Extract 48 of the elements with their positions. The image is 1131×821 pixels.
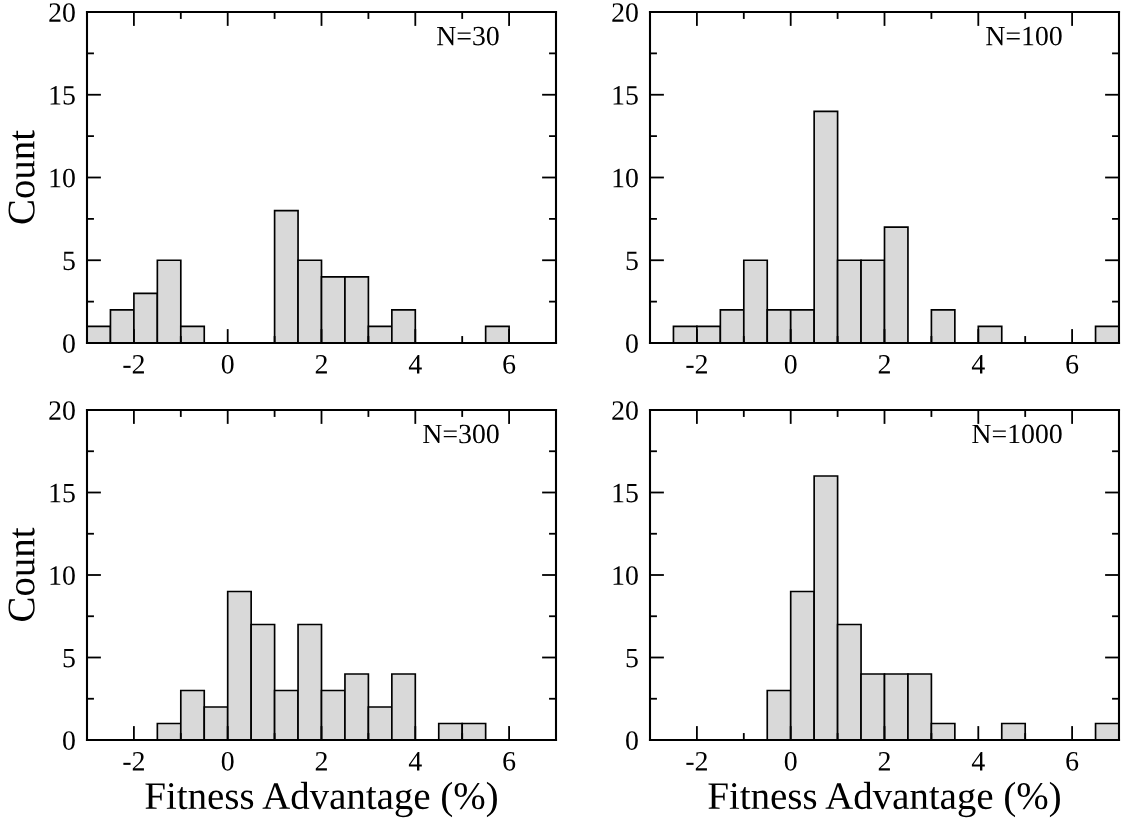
y-tick-label: 0 (626, 334, 638, 353)
y-tick-label: 5 (626, 648, 638, 668)
y-tick-label: 10 (613, 566, 638, 585)
x-axis-title: Fitness Advantage (%) (145, 781, 497, 818)
x-tick-label: 2 (315, 751, 327, 771)
x-tick-label: 4 (408, 355, 422, 374)
x-tick-label: 0 (221, 751, 234, 771)
y-tick-label: 20 (612, 401, 638, 420)
x-tick-label: 0 (221, 354, 234, 374)
x-tick-label: 0 (784, 751, 797, 771)
y-axis-title: Count (8, 527, 35, 621)
y-tick-label: 0 (63, 731, 75, 750)
y-tick-label: 5 (63, 251, 75, 271)
y-tick-label: 15 (50, 86, 75, 105)
y-tick-label: 10 (613, 168, 638, 188)
x-tick-label: -2 (123, 354, 144, 374)
x-tick-label: 4 (971, 355, 985, 374)
y-tick-label: 5 (63, 648, 75, 668)
x-tick-label: 4 (408, 752, 422, 771)
x-tick-label: 6 (503, 354, 516, 374)
annotation: N=30 (437, 26, 499, 46)
y-tick-label: 10 (50, 566, 75, 585)
x-tick-label: -2 (686, 751, 707, 771)
x-tick-label: 0 (784, 354, 797, 374)
y-tick-label: 0 (63, 334, 75, 353)
y-tick-label: 20 (49, 3, 75, 22)
y-tick-label: 15 (50, 483, 75, 503)
x-tick-label: -2 (686, 354, 707, 374)
y-tick-label: 15 (613, 483, 638, 503)
y-tick-label: 15 (613, 86, 638, 105)
y-tick-label: 0 (626, 731, 638, 750)
x-tick-label: -2 (123, 751, 144, 771)
y-tick-label: 20 (49, 401, 75, 420)
x-tick-label: 2 (315, 354, 327, 374)
y-tick-label: 5 (626, 251, 638, 271)
annotation: N=100 (986, 26, 1062, 46)
y-tick-label: 20 (612, 3, 638, 22)
x-tick-label: 6 (1066, 751, 1079, 771)
x-axis-title: Fitness Advantage (%) (708, 781, 1060, 818)
annotation: N=1000 (972, 424, 1062, 444)
x-tick-label: 4 (971, 752, 985, 771)
x-tick-label: 2 (878, 751, 890, 771)
y-axis-title: Count (8, 130, 35, 224)
x-tick-label: 6 (1066, 354, 1079, 374)
y-tick-label: 10 (50, 168, 75, 188)
x-tick-label: 6 (503, 751, 516, 771)
x-tick-label: 2 (878, 354, 890, 374)
annotation: N=300 (423, 424, 499, 444)
